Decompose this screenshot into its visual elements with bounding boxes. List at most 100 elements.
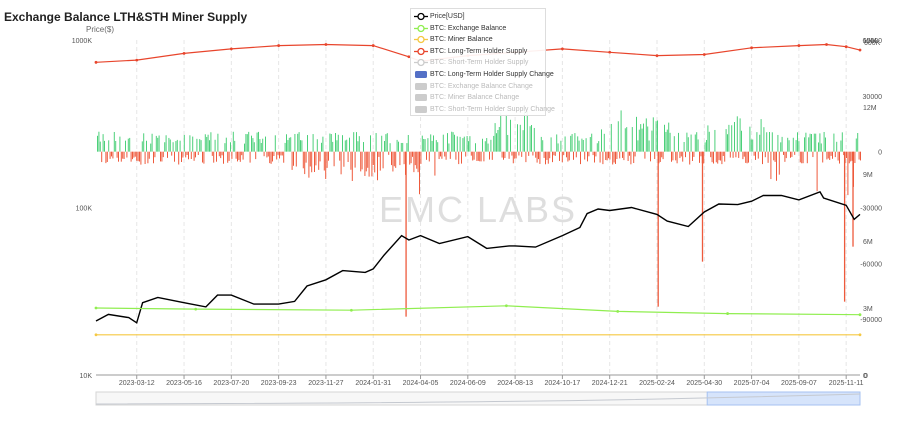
bar-negative [745, 151, 747, 163]
bar-negative [228, 151, 230, 161]
bar-positive [728, 124, 730, 152]
series-point-3 [608, 50, 612, 54]
legend-item[interactable]: BTC: Long-Term Holder Supply [414, 46, 527, 57]
legend-item[interactable]: BTC: Miner Balance [414, 34, 493, 45]
bar-positive [550, 137, 552, 152]
bar-negative [420, 151, 422, 164]
bar-positive [217, 133, 219, 152]
bar-positive [577, 136, 579, 152]
series-point-1 [858, 313, 862, 317]
bar-positive [497, 129, 499, 152]
bar-negative [514, 151, 516, 159]
bar-negative [634, 151, 636, 157]
bar-positive [456, 136, 458, 152]
bar-positive [825, 137, 826, 152]
series-point-1 [94, 306, 98, 310]
y-right1-tick-label: 60000 [863, 38, 883, 45]
bar-positive [496, 133, 497, 152]
bar-negative [483, 151, 485, 162]
datazoom-slider[interactable] [95, 391, 861, 406]
bar-negative [629, 151, 630, 156]
bar-positive [108, 140, 110, 152]
bar-positive [855, 138, 857, 152]
bar-negative [116, 151, 118, 158]
bar-positive [498, 126, 500, 152]
bar-negative [852, 151, 854, 247]
legend-item[interactable]: BTC: Short-Term Holder Supply [414, 57, 528, 68]
bar-negative [118, 151, 119, 162]
series-point-2 [94, 333, 98, 337]
legend-item[interactable]: BTC: Exchange Balance [414, 23, 506, 34]
bar-positive [626, 127, 628, 152]
bar-positive [189, 135, 191, 152]
bar-negative [850, 151, 852, 162]
bar-positive [265, 136, 266, 152]
legend-item[interactable]: BTC: Exchange Balance Change [414, 81, 533, 92]
bar-negative [139, 151, 140, 162]
bar-negative [729, 151, 731, 158]
bar-negative [489, 151, 490, 160]
bar-negative [438, 151, 440, 160]
y-right2-tick-label: 0 [863, 373, 867, 380]
bar-negative [778, 151, 780, 175]
bar-positive [262, 138, 264, 152]
bar-negative [441, 151, 443, 159]
bar-positive [196, 138, 198, 152]
bar-negative [676, 151, 678, 164]
bar-positive [251, 135, 252, 152]
bar-positive [466, 136, 468, 152]
bar-negative [812, 151, 814, 158]
bar-negative [830, 151, 832, 156]
y-right2-tick-label: 15M [863, 38, 877, 45]
bar-negative [699, 151, 700, 163]
bar-negative [190, 151, 192, 160]
y-right1-tick-label: -60000 [860, 261, 882, 268]
bar-positive [526, 110, 528, 152]
bar-positive [146, 140, 147, 152]
bar-positive [636, 116, 637, 152]
bar-negative [538, 151, 539, 160]
legend-line-icon [414, 12, 428, 21]
legend-item[interactable]: BTC: Long-Term Holder Supply Change [414, 69, 554, 80]
bar-negative [616, 151, 618, 159]
bar-negative [395, 151, 397, 168]
bar-negative [479, 151, 481, 162]
bar-negative [834, 151, 836, 158]
bar-positive [207, 134, 209, 152]
legend-item[interactable]: BTC: Miner Balance Change [414, 92, 519, 103]
bar-positive [815, 133, 817, 152]
bar-negative [393, 151, 395, 167]
bar-positive [570, 135, 572, 152]
series-point-3 [797, 44, 801, 47]
legend-label: BTC: Long-Term Holder Supply [430, 47, 528, 55]
bar-positive [482, 138, 483, 152]
bar-positive [818, 142, 819, 152]
x-axis: 2023-03-12 2023-05-16 2023-07-20 2023-09-23… [96, 374, 864, 387]
bar-positive [617, 121, 619, 152]
bar-positive [259, 139, 261, 152]
bar-negative [679, 151, 681, 159]
bar-negative [717, 151, 719, 164]
bar-negative [266, 151, 268, 158]
x-tick-label: 2023-03-12 [119, 380, 155, 387]
bar-positive [574, 133, 576, 152]
bar-negative [680, 151, 682, 157]
bar-positive [519, 124, 521, 152]
bar-positive [741, 130, 742, 152]
bar-positive [585, 138, 587, 152]
bar-positive [356, 132, 357, 152]
bar-positive [375, 133, 377, 152]
legend-item[interactable]: BTC: Short-Term Holder Supply Change [414, 104, 555, 115]
bar-positive [798, 141, 800, 152]
legend-item[interactable]: Price[USD] [414, 11, 465, 22]
bar-negative [269, 151, 271, 164]
series-point-3 [407, 55, 411, 59]
bar-negative [186, 151, 188, 155]
series-point-3 [844, 45, 848, 49]
bar-negative [682, 151, 684, 162]
bar-negative [148, 151, 150, 159]
bar-negative [140, 151, 142, 165]
bar-negative [609, 151, 611, 160]
bar-positive [707, 125, 709, 152]
